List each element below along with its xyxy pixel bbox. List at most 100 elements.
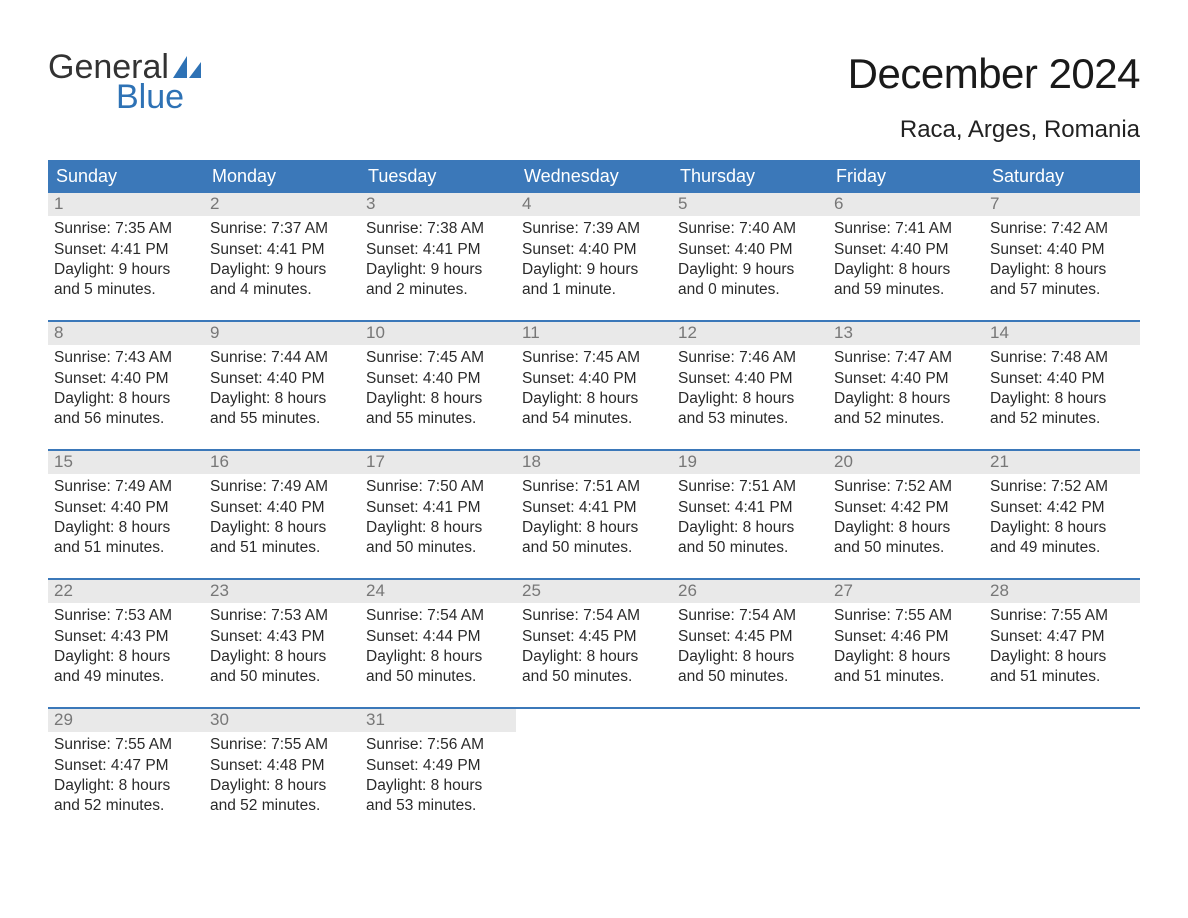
sunset-text: Sunset: 4:40 PM <box>834 240 978 260</box>
day-number: 27 <box>828 580 984 603</box>
day-details: Sunrise: 7:54 AMSunset: 4:45 PMDaylight:… <box>672 603 828 691</box>
daylight-line1: Daylight: 9 hours <box>54 260 198 280</box>
daylight-line1: Daylight: 8 hours <box>678 518 822 538</box>
calendar-day-cell <box>672 709 828 837</box>
calendar-day-cell: 26Sunrise: 7:54 AMSunset: 4:45 PMDayligh… <box>672 580 828 708</box>
daylight-line1: Daylight: 8 hours <box>54 776 198 796</box>
day-details: Sunrise: 7:38 AMSunset: 4:41 PMDaylight:… <box>360 216 516 304</box>
day-details: Sunrise: 7:40 AMSunset: 4:40 PMDaylight:… <box>672 216 828 304</box>
daylight-line1: Daylight: 8 hours <box>366 518 510 538</box>
header: General Blue December 2024 Raca, Arges, … <box>48 50 1140 154</box>
sunrise-text: Sunrise: 7:55 AM <box>210 735 354 755</box>
calendar-day-cell: 16Sunrise: 7:49 AMSunset: 4:40 PMDayligh… <box>204 451 360 579</box>
sunset-text: Sunset: 4:40 PM <box>210 369 354 389</box>
sunrise-text: Sunrise: 7:53 AM <box>54 606 198 626</box>
day-number: 5 <box>672 193 828 216</box>
calendar-day-cell: 31Sunrise: 7:56 AMSunset: 4:49 PMDayligh… <box>360 709 516 837</box>
daylight-line2: and 53 minutes. <box>678 409 822 429</box>
daylight-line2: and 54 minutes. <box>522 409 666 429</box>
sunset-text: Sunset: 4:41 PM <box>678 498 822 518</box>
calendar-day-cell: 17 Sunrise: 7:50 AMSunset: 4:41 PMDayligh… <box>360 451 516 579</box>
sunrise-text: Sunrise: 7:39 AM <box>522 219 666 239</box>
weekday-header: Sunday <box>48 160 204 193</box>
day-number: 23 <box>204 580 360 603</box>
sunset-text: Sunset: 4:40 PM <box>678 369 822 389</box>
sunset-text: Sunset: 4:40 PM <box>990 240 1134 260</box>
day-number: 3 <box>360 193 516 216</box>
daylight-line2: and 50 minutes. <box>522 538 666 558</box>
day-number: 17 <box>360 451 516 474</box>
day-number: 10 <box>360 322 516 345</box>
daylight-line2: and 56 minutes. <box>54 409 198 429</box>
day-details: Sunrise: 7:51 AMSunset: 4:41 PMDaylight:… <box>672 474 828 562</box>
day-details: Sunrise: 7:55 AMSunset: 4:47 PMDaylight:… <box>48 732 204 820</box>
sunrise-text: Sunrise: 7:41 AM <box>834 219 978 239</box>
daylight-line2: and 49 minutes. <box>990 538 1134 558</box>
calendar-day-cell: 12Sunrise: 7:46 AMSunset: 4:40 PMDayligh… <box>672 322 828 450</box>
day-number: 14 <box>984 322 1140 345</box>
calendar-day-cell: 4Sunrise: 7:39 AMSunset: 4:40 PMDaylight… <box>516 193 672 321</box>
daylight-line2: and 55 minutes. <box>366 409 510 429</box>
sunset-text: Sunset: 4:40 PM <box>990 369 1134 389</box>
sunset-text: Sunset: 4:41 PM <box>54 240 198 260</box>
day-number: 12 <box>672 322 828 345</box>
day-details: Sunrise: 7:55 AMSunset: 4:46 PMDaylight:… <box>828 603 984 691</box>
day-number: 29 <box>48 709 204 732</box>
sunrise-text: Sunrise: 7:35 AM <box>54 219 198 239</box>
daylight-line2: and 51 minutes. <box>990 667 1134 687</box>
day-details: Sunrise: 7:56 AMSunset: 4:49 PMDaylight:… <box>360 732 516 820</box>
day-number: 15 <box>48 451 204 474</box>
daylight-line2: and 50 minutes. <box>522 667 666 687</box>
day-number: 31 <box>360 709 516 732</box>
sunrise-text: Sunrise: 7:56 AM <box>366 735 510 755</box>
daylight-line2: and 50 minutes. <box>366 538 510 558</box>
sunrise-text: Sunrise: 7:50 AM <box>366 477 510 497</box>
daylight-line1: Daylight: 8 hours <box>522 389 666 409</box>
day-details: Sunrise: 7:54 AMSunset: 4:45 PMDaylight:… <box>516 603 672 691</box>
daylight-line2: and 55 minutes. <box>210 409 354 429</box>
calendar-day-cell <box>516 709 672 837</box>
day-details: Sunrise: 7:37 AMSunset: 4:41 PMDaylight:… <box>204 216 360 304</box>
daylight-line1: Daylight: 8 hours <box>678 647 822 667</box>
sunset-text: Sunset: 4:43 PM <box>54 627 198 647</box>
weekday-header: Wednesday <box>516 160 672 193</box>
day-details: Sunrise: 7:41 AMSunset: 4:40 PMDaylight:… <box>828 216 984 304</box>
day-details: Sunrise: 7:54 AMSunset: 4:44 PMDaylight:… <box>360 603 516 691</box>
day-details: Sunrise: 7:53 AMSunset: 4:43 PMDaylight:… <box>204 603 360 691</box>
day-details: Sunrise: 7:49 AMSunset: 4:40 PMDaylight:… <box>204 474 360 562</box>
day-details: Sunrise: 7:55 AMSunset: 4:48 PMDaylight:… <box>204 732 360 820</box>
sunrise-text: Sunrise: 7:45 AM <box>522 348 666 368</box>
calendar-day-cell: 15Sunrise: 7:49 AMSunset: 4:40 PMDayligh… <box>48 451 204 579</box>
daylight-line2: and 4 minutes. <box>210 280 354 300</box>
day-details: Sunrise: 7:55 AMSunset: 4:47 PMDaylight:… <box>984 603 1140 691</box>
daylight-line2: and 5 minutes. <box>54 280 198 300</box>
sunset-text: Sunset: 4:42 PM <box>834 498 978 518</box>
calendar-day-cell: 18Sunrise: 7:51 AMSunset: 4:41 PMDayligh… <box>516 451 672 579</box>
day-number: 13 <box>828 322 984 345</box>
sunrise-text: Sunrise: 7:49 AM <box>54 477 198 497</box>
calendar-week-row: 1 Sunrise: 7:35 AMSunset: 4:41 PMDaylight… <box>48 193 1140 321</box>
daylight-line2: and 59 minutes. <box>834 280 978 300</box>
sunrise-text: Sunrise: 7:43 AM <box>54 348 198 368</box>
calendar-table: Sunday Monday Tuesday Wednesday Thursday… <box>48 160 1140 837</box>
calendar-day-cell: 9Sunrise: 7:44 AMSunset: 4:40 PMDaylight… <box>204 322 360 450</box>
calendar-day-cell: 24Sunrise: 7:54 AMSunset: 4:44 PMDayligh… <box>360 580 516 708</box>
sunset-text: Sunset: 4:45 PM <box>522 627 666 647</box>
calendar-day-cell: 5Sunrise: 7:40 AMSunset: 4:40 PMDaylight… <box>672 193 828 321</box>
daylight-line2: and 50 minutes. <box>834 538 978 558</box>
weekday-header: Friday <box>828 160 984 193</box>
daylight-line1: Daylight: 8 hours <box>834 518 978 538</box>
daylight-line2: and 52 minutes. <box>834 409 978 429</box>
day-number: 20 <box>828 451 984 474</box>
day-number: 1 <box>48 193 204 216</box>
calendar-day-cell: 7Sunrise: 7:42 AMSunset: 4:40 PMDaylight… <box>984 193 1140 321</box>
daylight-line1: Daylight: 8 hours <box>54 389 198 409</box>
sunrise-text: Sunrise: 7:44 AM <box>210 348 354 368</box>
daylight-line1: Daylight: 8 hours <box>990 647 1134 667</box>
daylight-line1: Daylight: 8 hours <box>522 647 666 667</box>
calendar-day-cell: 11Sunrise: 7:45 AMSunset: 4:40 PMDayligh… <box>516 322 672 450</box>
day-details: Sunrise: 7:52 AMSunset: 4:42 PMDaylight:… <box>984 474 1140 562</box>
sunset-text: Sunset: 4:41 PM <box>366 498 510 518</box>
calendar-day-cell: 29Sunrise: 7:55 AMSunset: 4:47 PMDayligh… <box>48 709 204 837</box>
day-details: Sunrise: 7:46 AMSunset: 4:40 PMDaylight:… <box>672 345 828 433</box>
